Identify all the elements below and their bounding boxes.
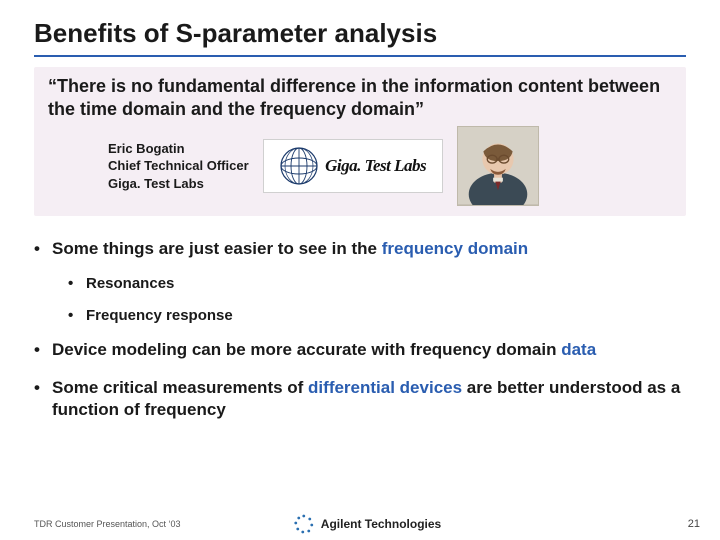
- slide-footer: TDR Customer Presentation, Oct ‘03: [34, 518, 700, 530]
- quote-text: “There is no fundamental difference in t…: [48, 75, 672, 120]
- bullet-level2: Frequency response: [68, 300, 686, 332]
- attribution-role: Chief Technical Officer: [108, 157, 249, 175]
- footer-brand-text: Agilent Technologies: [321, 517, 441, 531]
- attribution-name: Eric Bogatin: [108, 140, 249, 158]
- bullet-level1: Some critical measurements of differenti…: [34, 369, 686, 429]
- attribution-text: Eric Bogatin Chief Technical Officer Gig…: [48, 140, 249, 193]
- attribution-company: Giga. Test Labs: [108, 175, 249, 193]
- speaker-photo: [457, 126, 539, 206]
- company-logo-text: Giga. Test Labs: [325, 156, 426, 176]
- page-number: 21: [688, 518, 700, 530]
- attribution-row: Eric Bogatin Chief Technical Officer Gig…: [48, 126, 672, 206]
- footer-brand: Agilent Technologies: [293, 513, 441, 535]
- quote-box: “There is no fundamental difference in t…: [34, 67, 686, 216]
- bullet-level1: Some things are just easier to see in th…: [34, 230, 686, 268]
- globe-icon: [279, 146, 319, 186]
- bullet-level2: Resonances: [68, 268, 686, 300]
- company-logo: Giga. Test Labs: [263, 139, 443, 193]
- title-underline: [34, 55, 686, 57]
- footer-left-text: TDR Customer Presentation, Oct ‘03: [34, 519, 181, 529]
- highlight-text: data: [561, 340, 596, 359]
- bullet-level1: Device modeling can be more accurate wit…: [34, 331, 686, 369]
- slide-title: Benefits of S-parameter analysis: [0, 18, 720, 55]
- highlight-text: frequency domain: [382, 239, 528, 258]
- bullet-list: Some things are just easier to see in th…: [34, 230, 686, 429]
- spark-icon: [293, 513, 315, 535]
- slide: Benefits of S-parameter analysis “There …: [0, 0, 720, 540]
- highlight-text: differential devices: [308, 378, 462, 397]
